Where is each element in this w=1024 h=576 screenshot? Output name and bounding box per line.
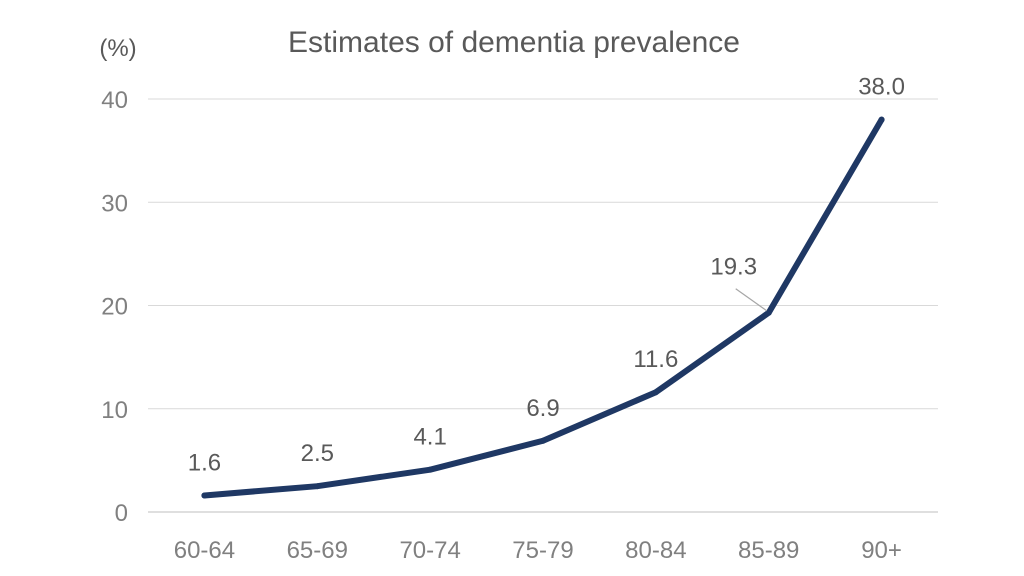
data-point (201, 492, 208, 499)
x-tick-label: 75-79 (512, 537, 573, 564)
data-label: 4.1 (413, 424, 446, 451)
x-tick-label: 60-64 (174, 537, 235, 564)
gridlines (148, 98, 938, 513)
data-point (878, 116, 885, 123)
data-labels: 1.6 2.5 4.1 6.9 11.6 19.3 38.0 (188, 74, 905, 477)
y-tick-label: 10 (101, 397, 128, 424)
data-point (765, 309, 772, 316)
data-label: 19.3 (710, 254, 757, 281)
chart-title: Estimates of dementia prevalence (288, 26, 740, 59)
data-point (652, 389, 659, 396)
y-tick-label: 30 (101, 190, 128, 217)
x-axis-ticks: 60-64 65-69 70-74 75-79 80-84 85-89 90+ (174, 537, 902, 564)
x-tick-label: 90+ (861, 537, 902, 564)
data-point (314, 483, 321, 490)
data-point (540, 437, 546, 444)
data-point (427, 466, 434, 473)
y-tick-label: 20 (101, 294, 128, 321)
x-tick-label: 80-84 (625, 537, 686, 564)
x-tick-label: 70-74 (399, 537, 460, 564)
y-tick-label: 0 (115, 500, 128, 527)
y-axis-unit-label: (%) (99, 35, 136, 62)
y-axis-ticks: 0 10 20 30 40 (101, 87, 128, 527)
data-label-leader-line (735, 288, 768, 312)
x-tick-label: 65-69 (287, 537, 348, 564)
series-line-group (201, 116, 885, 499)
data-label: 1.6 (188, 449, 221, 476)
data-label: 11.6 (633, 346, 678, 373)
data-label: 6.9 (526, 395, 559, 422)
x-tick-label: 85-89 (738, 537, 799, 564)
y-tick-label: 40 (101, 87, 128, 114)
data-label: 38.0 (858, 74, 905, 101)
data-label: 2.5 (301, 440, 334, 467)
